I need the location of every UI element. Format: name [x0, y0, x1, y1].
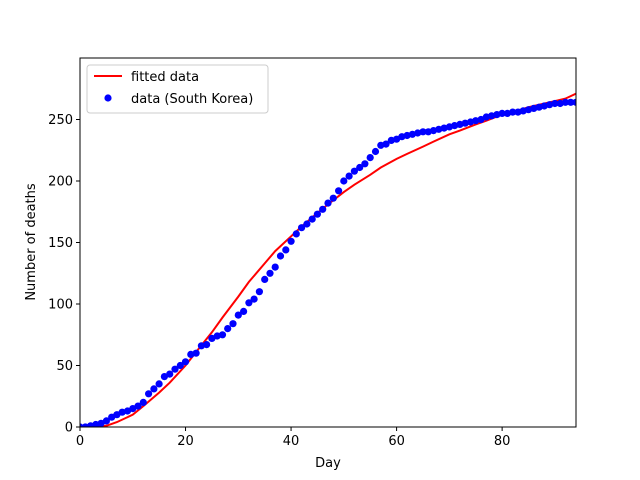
data-point	[203, 341, 211, 349]
x-tick-label: 80	[494, 434, 511, 449]
data-point	[192, 349, 200, 357]
data-point	[308, 215, 316, 223]
plot-area	[80, 92, 576, 427]
data-point	[371, 147, 380, 156]
y-tick-label: 250	[48, 113, 73, 128]
data-point	[171, 365, 179, 373]
x-axis-label: Day	[315, 456, 341, 471]
data-point	[287, 237, 295, 245]
data-point	[155, 380, 163, 388]
data-point	[276, 252, 285, 260]
axis-ticks: 0 20 40 60 80 0 50 100 150 200 250	[48, 113, 510, 449]
data-point	[356, 163, 364, 172]
data-point	[224, 325, 232, 333]
data-point	[134, 402, 142, 410]
axes-frame	[79, 57, 577, 428]
data-point	[266, 269, 274, 277]
data-point	[366, 154, 374, 162]
y-tick-label: 200	[48, 175, 73, 190]
data-point	[102, 417, 110, 425]
data-point	[551, 99, 559, 108]
data-point	[561, 98, 570, 106]
data-point	[350, 167, 358, 175]
data-point	[218, 331, 227, 339]
legend: fitted data data (South Korea)	[86, 64, 269, 114]
data-point	[255, 288, 263, 296]
data-point	[329, 194, 337, 202]
data-point	[419, 128, 427, 136]
data-point	[282, 246, 290, 254]
data-point	[303, 220, 311, 228]
data-point	[92, 420, 100, 427]
y-axis-label: Number of deaths	[24, 183, 39, 301]
data-point	[240, 307, 248, 315]
x-tick-label: 0	[76, 434, 84, 449]
legend-fitted-label: fitted data	[131, 70, 199, 85]
data-point	[572, 98, 576, 106]
data-point	[250, 295, 258, 303]
legend-data-swatch	[104, 94, 112, 102]
data-point	[345, 172, 353, 180]
x-tick-label: 60	[388, 434, 405, 449]
legend-data-label: data (South Korea)	[131, 92, 253, 107]
x-tick-label: 20	[177, 434, 194, 449]
data-point	[298, 224, 306, 232]
data-point	[319, 205, 327, 213]
data-point	[313, 210, 321, 218]
data-point	[139, 398, 147, 406]
data-point	[340, 177, 348, 185]
y-tick-label: 50	[56, 359, 73, 374]
data-point	[271, 263, 279, 271]
series-points-south-korea	[80, 98, 576, 427]
data-point	[509, 108, 517, 116]
data-point	[498, 109, 506, 117]
y-tick-label: 100	[48, 298, 73, 313]
data-point	[145, 390, 153, 398]
data-point	[245, 299, 253, 307]
data-point	[292, 230, 300, 238]
data-point	[567, 98, 575, 106]
data-point	[361, 160, 369, 168]
y-tick-label: 150	[48, 236, 73, 251]
data-point	[234, 311, 242, 319]
data-point	[150, 385, 158, 393]
data-point	[181, 358, 190, 366]
y-tick-label: 0	[65, 421, 73, 436]
data-point	[261, 275, 269, 283]
legend-box	[86, 64, 269, 114]
data-point	[166, 370, 174, 378]
data-point	[229, 320, 237, 328]
data-point	[382, 140, 390, 148]
x-tick-label: 40	[283, 434, 300, 449]
data-point	[324, 199, 332, 207]
data-point	[176, 361, 184, 370]
data-point	[335, 187, 343, 195]
